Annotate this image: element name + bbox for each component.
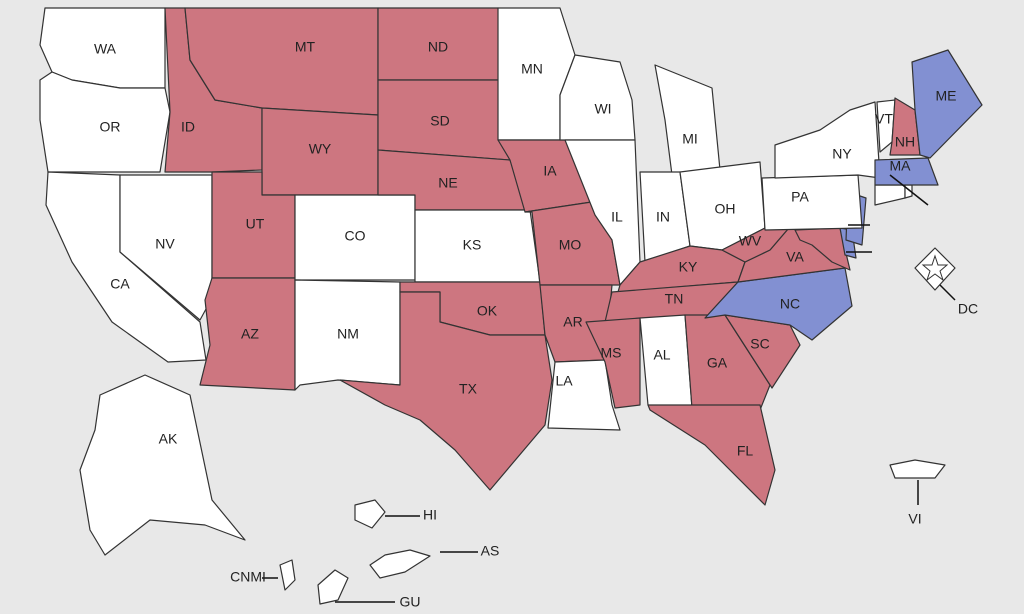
state-ma[interactable]: [874, 157, 939, 186]
state-label-tx: TX: [459, 381, 478, 397]
state-tx[interactable]: [339, 291, 553, 491]
state-label-nv: NV: [155, 236, 175, 252]
state-label-mi: MI: [682, 131, 698, 147]
state-label-hi: HI: [423, 507, 437, 523]
state-label-ny: NY: [832, 146, 852, 162]
state-label-cnmi: CNMI: [230, 569, 266, 585]
state-label-nm: NM: [337, 326, 359, 342]
state-label-vt: VT: [875, 111, 893, 127]
state-label-mn: MN: [521, 61, 543, 77]
state-ak[interactable]: [79, 374, 246, 556]
state-label-wi: WI: [594, 101, 611, 117]
state-label-ms: MS: [601, 345, 622, 361]
state-label-as: AS: [481, 543, 500, 559]
state-hi[interactable]: [354, 499, 386, 529]
state-or[interactable]: [39, 71, 171, 173]
state-label-ar: AR: [563, 314, 582, 330]
state-label-nc: NC: [780, 296, 800, 312]
state-me[interactable]: [911, 49, 983, 159]
state-label-dc: DC: [958, 301, 978, 317]
state-label-wa: WA: [94, 41, 117, 57]
state-label-ks: KS: [463, 237, 482, 253]
state-ms[interactable]: [585, 317, 641, 409]
state-label-vi: VI: [908, 511, 921, 527]
state-label-ga: GA: [707, 355, 728, 371]
state-label-ak: AK: [159, 431, 178, 447]
state-label-gu: GU: [400, 594, 421, 610]
state-label-tn: TN: [665, 291, 684, 307]
state-label-ut: UT: [246, 216, 265, 232]
state-label-nh: NH: [895, 134, 915, 150]
state-label-oh: OH: [715, 201, 736, 217]
state-la[interactable]: [547, 359, 621, 431]
state-as[interactable]: [369, 549, 431, 579]
state-ny[interactable]: [774, 101, 881, 179]
state-label-wy: WY: [309, 141, 332, 157]
state-label-id: ID: [181, 119, 195, 135]
state-label-il: IL: [611, 209, 623, 225]
state-label-sd: SD: [430, 113, 449, 129]
state-label-mt: MT: [295, 39, 316, 55]
state-label-or: OR: [100, 119, 121, 135]
state-label-pa: PA: [791, 189, 809, 205]
state-wi[interactable]: [559, 54, 636, 141]
state-label-ca: CA: [110, 276, 130, 292]
leader-line: [939, 284, 956, 301]
state-mt[interactable]: [184, 7, 379, 116]
state-cnmi[interactable]: [279, 559, 296, 591]
state-nh[interactable]: [889, 97, 921, 156]
state-label-ia: IA: [543, 163, 557, 179]
state-label-ne: NE: [438, 175, 457, 191]
state-label-ma: MA: [890, 158, 912, 174]
state-label-la: LA: [555, 373, 573, 389]
state-pa[interactable]: [761, 174, 863, 231]
state-label-az: AZ: [241, 326, 259, 342]
state-label-mo: MO: [559, 237, 582, 253]
dc-star-icon: [921, 254, 949, 282]
state-label-va: VA: [786, 249, 804, 265]
state-label-co: CO: [345, 228, 366, 244]
state-label-sc: SC: [750, 336, 769, 352]
state-fl[interactable]: [647, 404, 776, 506]
state-label-in: IN: [656, 209, 670, 225]
state-vi[interactable]: [889, 459, 946, 479]
state-label-al: AL: [653, 347, 670, 363]
state-label-nd: ND: [428, 39, 448, 55]
state-label-fl: FL: [737, 443, 754, 459]
leader-line: [889, 174, 929, 206]
state-label-ok: OK: [477, 303, 498, 319]
state-label-ky: KY: [679, 259, 698, 275]
state-label-wv: WV: [739, 233, 762, 249]
state-gu[interactable]: [317, 569, 349, 605]
state-label-me: ME: [936, 88, 957, 104]
